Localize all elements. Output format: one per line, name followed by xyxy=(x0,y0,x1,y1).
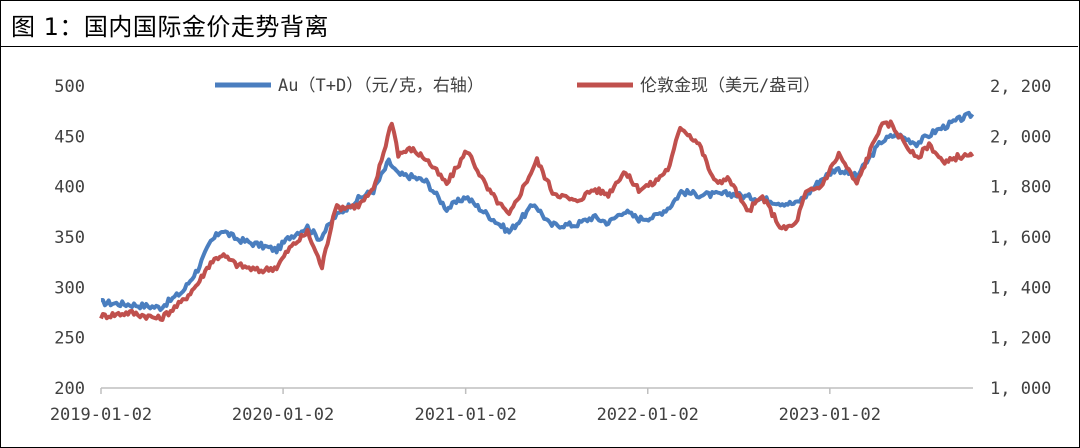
series-line-1 xyxy=(100,110,975,312)
axes: 2019-01-02 2020-01-02 2021-01-02 2022-01-02… xyxy=(50,77,1052,425)
series-line-2 xyxy=(99,119,975,322)
figure-title: 图 1：国内国际金价走势背离 xyxy=(11,13,329,41)
legend: Au（T+D）（元/克，右轴） 伦敦金现（美元/盎司） xyxy=(215,76,820,96)
y-left-tick-label: 500 xyxy=(54,77,85,97)
x-tick-label: 2020-01-02 xyxy=(232,405,334,425)
legend-label-1: Au（T+D）（元/克，右轴） xyxy=(278,76,484,96)
y-left-tick-label: 200 xyxy=(54,379,85,399)
y-right-tick-label: 1, 800 xyxy=(990,178,1051,198)
y-left-tick-label: 400 xyxy=(54,178,85,198)
x-tick-label: 2019-01-02 xyxy=(50,405,152,425)
y-right-tick-label: 1, 600 xyxy=(990,228,1051,248)
y-right-tick-label: 1, 000 xyxy=(990,379,1051,399)
y-left-tick-label: 350 xyxy=(54,228,85,248)
figure-title-bar: 图 1：国内国际金价走势背离 xyxy=(0,0,1078,47)
y-right-tick-label: 1, 400 xyxy=(990,278,1051,298)
y-right-tick-label: 2, 000 xyxy=(990,127,1051,147)
y-left-tick-label: 300 xyxy=(54,278,85,298)
series-layer xyxy=(99,110,975,322)
x-tick-label: 2023-01-02 xyxy=(779,405,881,425)
legend-label-2: 伦敦金现（美元/盎司） xyxy=(640,76,820,96)
x-tick-label: 2021-01-02 xyxy=(414,405,516,425)
y-right-tick-label: 1, 200 xyxy=(990,329,1051,349)
y-left-tick-label: 450 xyxy=(54,127,85,147)
y-right-tick-label: 2, 200 xyxy=(990,77,1051,97)
y-left-tick-label: 250 xyxy=(54,329,85,349)
x-tick-label: 2022-01-02 xyxy=(597,405,699,425)
